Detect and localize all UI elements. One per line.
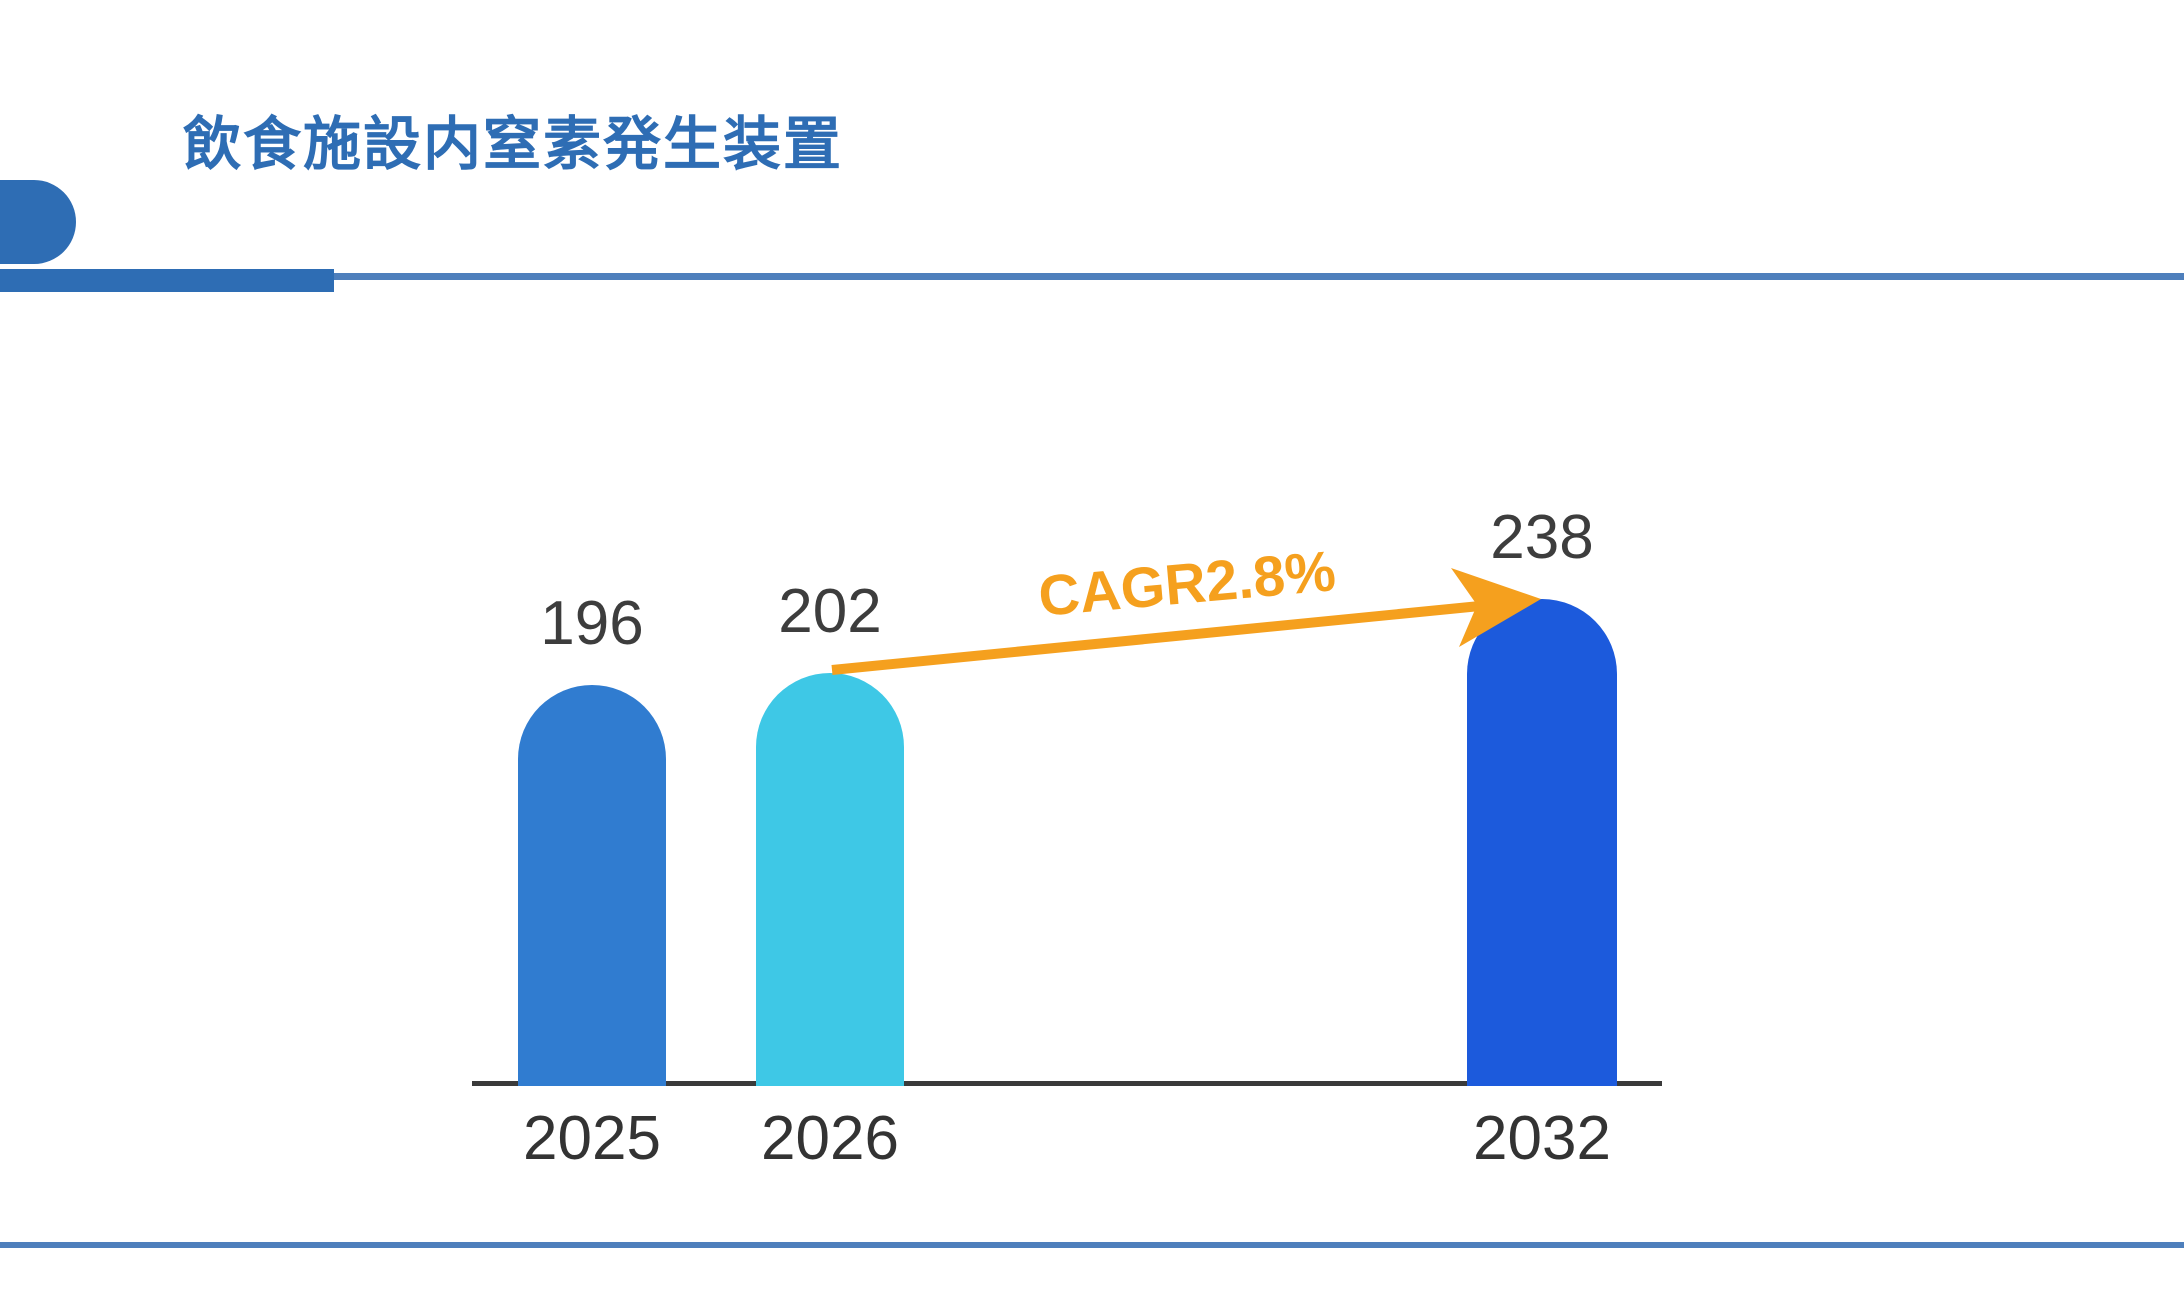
accent-bar <box>0 269 334 292</box>
bar-2025 <box>518 685 666 1086</box>
page-title: 飲食施設内窒素発生装置 <box>183 112 844 177</box>
value-label-2025: 196 <box>540 589 644 658</box>
bar-2026 <box>756 673 904 1086</box>
accent-rounded-block <box>0 180 76 264</box>
x-axis-line <box>472 1081 1662 1086</box>
footer-rule-line <box>0 1242 2184 1248</box>
header-rule-line <box>0 273 2184 280</box>
value-label-2026: 202 <box>778 577 882 646</box>
tick-label-2026: 2026 <box>761 1104 899 1173</box>
value-label-2032: 238 <box>1490 503 1594 572</box>
cagr-annotation: CAGR2.8% <box>1035 539 1339 629</box>
bar-2032 <box>1467 599 1617 1086</box>
tick-label-2025: 2025 <box>523 1104 661 1173</box>
tick-label-2032: 2032 <box>1473 1104 1611 1173</box>
